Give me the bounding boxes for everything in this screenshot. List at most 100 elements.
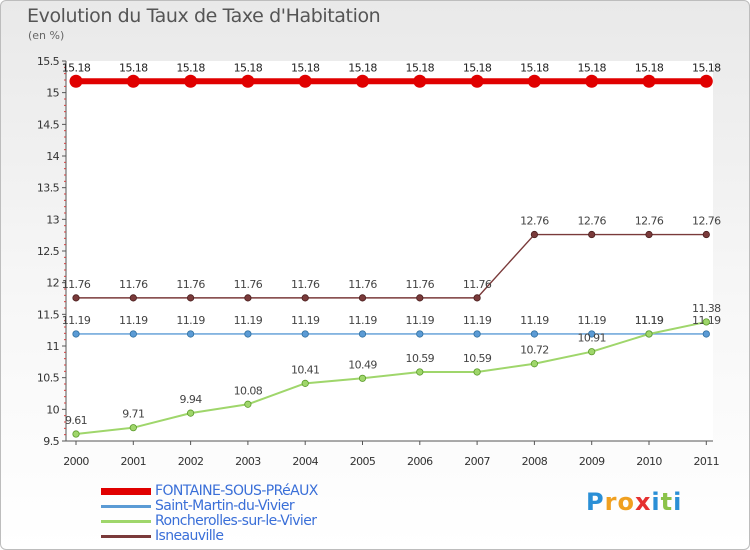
data-label: 11.76: [348, 278, 377, 291]
data-point: [129, 424, 137, 432]
legend-swatch: [101, 535, 151, 538]
y-tick-label: 10: [46, 403, 59, 416]
data-point: [244, 400, 252, 408]
x-tick-label: 2007: [464, 455, 490, 468]
y-tick-label: 14: [46, 150, 59, 163]
logo-letter: P: [586, 488, 605, 516]
data-label: 11.19: [176, 314, 205, 327]
data-point: [244, 330, 252, 338]
data-label: 15.18: [692, 61, 721, 74]
data-label: 11.19: [520, 314, 549, 327]
data-point: [244, 294, 252, 302]
x-tick-label: 2002: [178, 455, 204, 468]
data-label: 10.72: [520, 344, 549, 357]
data-point: [72, 430, 80, 438]
data-point: [187, 409, 195, 417]
data-label: 12.76: [692, 215, 721, 228]
data-point: [72, 294, 80, 302]
chart-title: Evolution du Taux de Taxe d'Habitation: [27, 5, 381, 27]
legend-label: FONTAINE-SOUS-PRéAUX: [155, 483, 318, 499]
data-label: 11.76: [463, 278, 492, 291]
data-label: 9.71: [122, 408, 144, 421]
proxiti-logo: Proxiti: [586, 488, 682, 516]
data-label: 15.18: [119, 61, 148, 74]
data-point: [187, 294, 195, 302]
data-point: [301, 330, 309, 338]
data-label: 10.41: [291, 363, 320, 376]
data-label: 11.19: [348, 314, 377, 327]
x-tick-label: 2011: [693, 455, 719, 468]
data-label: 11.76: [62, 278, 91, 291]
data-label: 15.18: [234, 61, 263, 74]
data-point: [473, 330, 481, 338]
data-label: 12.76: [635, 215, 664, 228]
data-label: 11.19: [406, 314, 435, 327]
data-point: [699, 74, 713, 88]
data-point: [588, 348, 596, 356]
data-label: 11.19: [291, 314, 320, 327]
data-label: 9.61: [65, 414, 87, 427]
data-point: [356, 74, 369, 88]
data-point: [702, 318, 710, 326]
data-label: 10.59: [463, 352, 492, 365]
data-label: 12.76: [577, 215, 606, 228]
x-tick-label: 2004: [292, 455, 318, 468]
plot-area: [66, 61, 713, 441]
data-point: [358, 294, 367, 302]
x-tick-label: 2000: [63, 455, 89, 468]
data-label: 10.49: [348, 358, 377, 371]
data-label: 15.18: [291, 61, 320, 74]
logo-letter: t: [660, 488, 674, 516]
data-label: 15.18: [176, 61, 205, 74]
y-tick-label: 13: [46, 213, 59, 226]
data-label: 10.59: [406, 352, 435, 365]
data-label: 11.19: [62, 314, 91, 327]
y-tick-label: 12: [46, 277, 59, 290]
data-point: [129, 330, 137, 338]
data-point: [530, 230, 539, 239]
data-point: [413, 74, 427, 88]
data-point: [530, 330, 539, 338]
y-tick-label: 15: [46, 87, 59, 100]
data-point: [358, 330, 367, 338]
series-line: [75, 320, 707, 436]
legend-label: Isneauville: [155, 528, 224, 544]
data-label: 15.18: [62, 61, 91, 74]
data-label: 15.18: [635, 61, 664, 74]
data-label: 11.19: [635, 314, 664, 327]
data-point: [241, 74, 255, 88]
data-point: [702, 230, 710, 239]
y-tick-label: 9.5: [43, 435, 59, 448]
data-label: 11.76: [234, 278, 263, 291]
data-point: [585, 74, 599, 88]
chart-unit: (en %): [28, 29, 65, 42]
series-line: [76, 233, 707, 299]
data-point: [588, 230, 596, 239]
data-point: [473, 368, 481, 376]
data-label: 11.19: [463, 314, 492, 327]
x-tick-label: 2010: [636, 455, 662, 468]
y-tick-label: 13.5: [37, 182, 60, 195]
data-label: 11.19: [635, 314, 664, 327]
legend-label: Roncherolles-sur-le-Vivier: [155, 513, 317, 529]
data-label: 10.08: [234, 384, 263, 397]
y-tick-label: 15.5: [37, 55, 60, 68]
data-point: [642, 74, 656, 88]
data-label: 11.19: [119, 314, 148, 327]
logo-letter: o: [617, 488, 635, 516]
data-point: [301, 294, 309, 302]
data-point: [416, 330, 424, 338]
y-tick-label: 12.5: [37, 245, 60, 258]
data-label: 11.76: [119, 278, 148, 291]
data-point: [473, 294, 481, 302]
data-point: [301, 379, 309, 387]
data-label: 11.19: [234, 314, 263, 327]
data-point: [470, 74, 484, 88]
data-label: 15.18: [577, 61, 606, 74]
legend-swatch: [101, 488, 151, 495]
data-label: 11.38: [692, 302, 721, 315]
data-point: [416, 294, 424, 302]
data-point: [187, 330, 195, 338]
x-tick-label: 2006: [407, 455, 433, 468]
